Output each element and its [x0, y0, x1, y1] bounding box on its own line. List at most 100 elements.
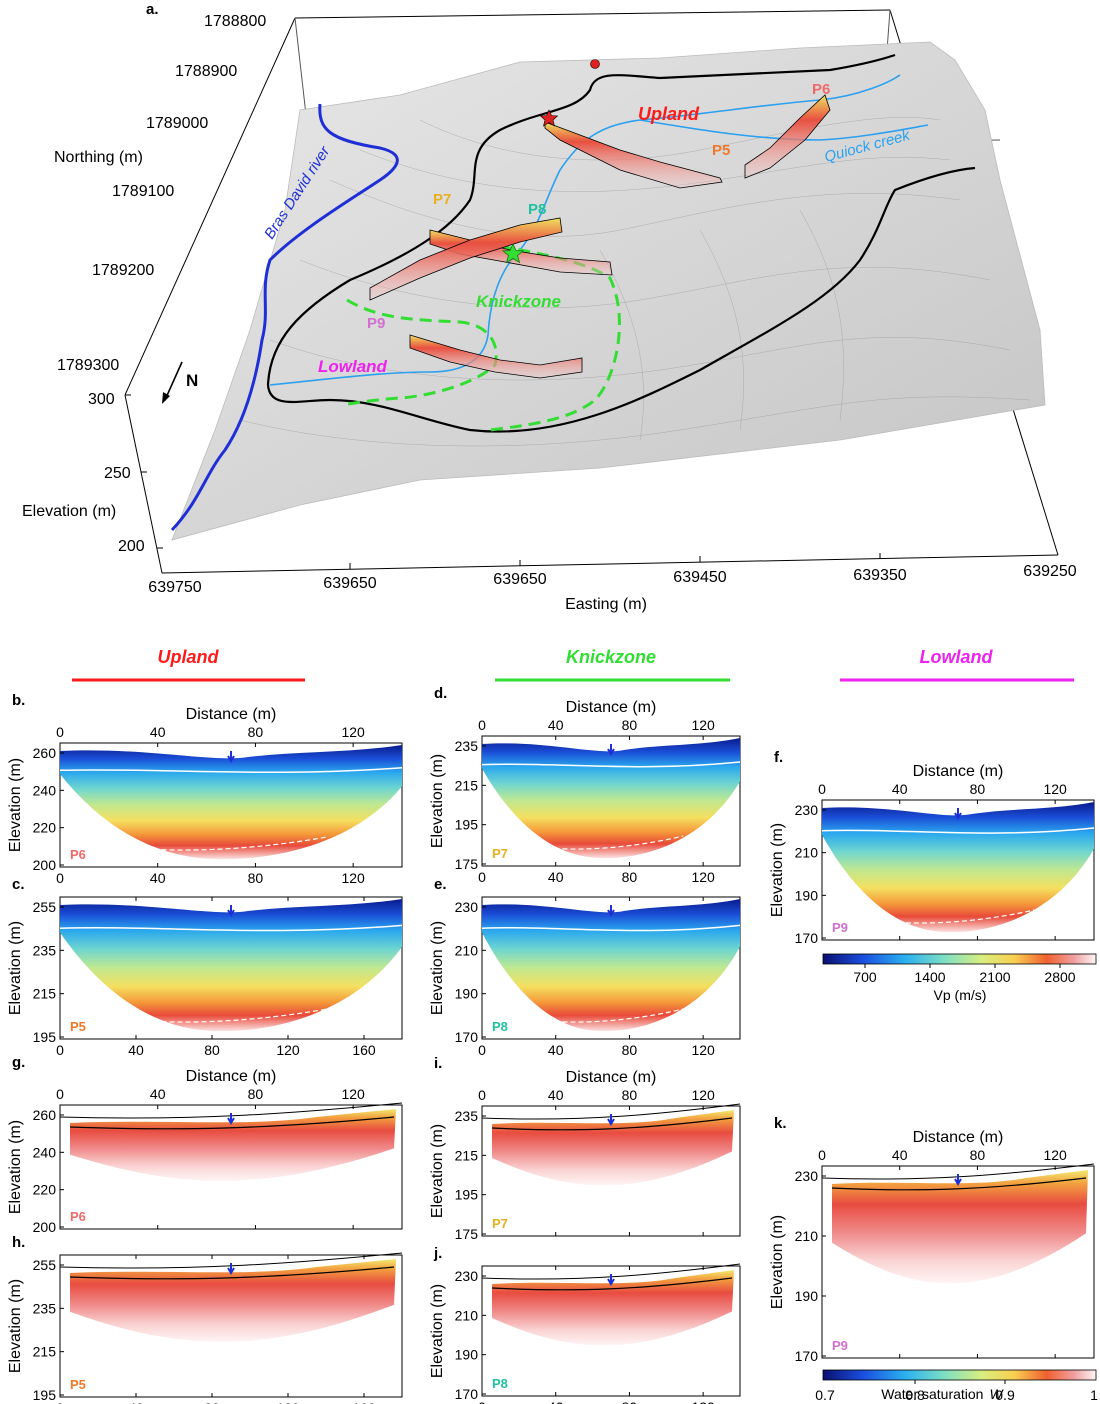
svg-text:195: 195	[33, 1029, 57, 1045]
svg-text:0: 0	[56, 1086, 64, 1102]
profile-label-p7: P7	[433, 191, 451, 208]
svg-text:80: 80	[970, 781, 986, 797]
svg-text:175: 175	[455, 856, 479, 872]
panel-letter-a: a.	[146, 1, 159, 18]
svg-text:120: 120	[1043, 1147, 1067, 1163]
svg-text:0.9: 0.9	[995, 1387, 1015, 1403]
strip-p9	[409, 334, 583, 379]
profile-tag-b: P6	[70, 847, 86, 862]
svg-text:80: 80	[622, 717, 638, 733]
watershed-boundary	[266, 166, 976, 433]
svg-text:235: 235	[455, 1108, 479, 1124]
profile-tag-d: P7	[492, 846, 508, 861]
svg-text:120: 120	[341, 870, 365, 886]
header-upland: Upland	[158, 647, 220, 667]
vp-section-f	[822, 802, 1094, 933]
svg-text:0: 0	[478, 1399, 486, 1404]
svg-text:240: 240	[33, 1144, 57, 1160]
svg-text:N: N	[186, 371, 198, 390]
panel-letter-d: d.	[434, 685, 447, 702]
svg-text:639650: 639650	[323, 575, 376, 592]
yaxis-label-k: Elevation (m)	[769, 1215, 786, 1309]
yaxis-label-j: Elevation (m)	[429, 1284, 446, 1378]
svg-text:700: 700	[853, 969, 877, 985]
svg-text:170: 170	[795, 930, 819, 946]
panel-c: c. P5 0 40 80 120 160 255 235 215 195 Elevation (m)	[7, 876, 403, 1058]
elevation-axis-3d: 300 250 200 Elevation (m)	[22, 391, 163, 555]
svg-text:40: 40	[892, 1147, 908, 1163]
red-dot-marker	[590, 59, 600, 69]
svg-text:255: 255	[33, 899, 57, 915]
svg-text:240: 240	[33, 782, 57, 798]
colorbar-w: 0.7 0.8 0.9 1 Water saturation W	[815, 1369, 1098, 1403]
panel-letter-b: b.	[12, 692, 25, 709]
svg-text:40: 40	[150, 724, 166, 740]
svg-text:190: 190	[795, 1288, 819, 1304]
svg-text:120: 120	[691, 717, 715, 733]
svg-text:120: 120	[691, 1399, 715, 1404]
red-star-marker	[539, 109, 559, 127]
colorbar-vp-label: Vp (m/s)	[934, 987, 987, 1003]
svg-text:200: 200	[33, 857, 57, 873]
channel-arrow-icon	[227, 905, 235, 917]
panel-letter-i: i.	[434, 1055, 442, 1072]
svg-text:235: 235	[33, 942, 57, 958]
profile-tag-f: P9	[832, 920, 848, 935]
green-star-marker	[501, 243, 525, 264]
svg-text:1789300: 1789300	[57, 357, 119, 374]
svg-text:210: 210	[455, 942, 479, 958]
colorbar-w-label: Water saturation W	[881, 1386, 1004, 1402]
svg-text:1789100: 1789100	[112, 183, 174, 200]
svg-text:1: 1	[1090, 1387, 1098, 1403]
svg-text:639350: 639350	[853, 567, 906, 584]
svg-text:170: 170	[795, 1348, 819, 1364]
panel-letter-h: h.	[12, 1234, 25, 1251]
svg-text:120: 120	[691, 1087, 715, 1103]
svg-text:1400: 1400	[914, 969, 945, 985]
svg-text:195: 195	[455, 817, 479, 833]
colorbar-vp: 700 1400 2100 2800 Vp (m/s)	[822, 953, 1097, 1003]
channel-arrow-icon	[954, 1174, 962, 1186]
panel-letter-f: f.	[774, 749, 783, 766]
channel-arrow-icon	[607, 905, 615, 917]
panel-letter-j: j.	[433, 1245, 442, 1262]
yaxis-label-f: Elevation (m)	[769, 823, 786, 917]
svg-text:120: 120	[691, 869, 715, 885]
svg-text:639450: 639450	[673, 569, 726, 586]
svg-text:0.8: 0.8	[905, 1387, 925, 1403]
w-section-h	[70, 1259, 396, 1342]
svg-text:0: 0	[478, 869, 486, 885]
panel-letter-k: k.	[774, 1115, 787, 1132]
svg-text:0: 0	[478, 717, 486, 733]
svg-text:1788900: 1788900	[175, 63, 237, 80]
column-headers: Upland Knickzone Lowland	[72, 647, 1074, 682]
svg-text:40: 40	[548, 1087, 564, 1103]
panel-h: h. P5 0 40 80 120 160 255 235 215 195 Elevation (m)	[7, 1234, 403, 1404]
svg-text:190: 190	[795, 887, 819, 903]
svg-text:80: 80	[622, 1399, 638, 1404]
svg-text:200: 200	[33, 1219, 57, 1235]
svg-text:195: 195	[455, 1187, 479, 1203]
svg-text:1789200: 1789200	[92, 262, 154, 279]
yaxis-label-d: Elevation (m)	[429, 754, 446, 848]
svg-text:170: 170	[455, 1029, 479, 1045]
svg-text:40: 40	[150, 870, 166, 886]
svg-text:80: 80	[204, 1400, 220, 1404]
svg-text:210: 210	[795, 845, 819, 861]
svg-text:639250: 639250	[1023, 563, 1076, 580]
svg-text:1788800: 1788800	[204, 13, 266, 30]
vp-section-c	[60, 899, 402, 1032]
svg-text:80: 80	[248, 724, 264, 740]
svg-text:0: 0	[56, 1042, 64, 1058]
channel-arrow-icon	[227, 1263, 235, 1275]
quiock-creek	[269, 74, 901, 386]
svg-text:190: 190	[455, 1347, 479, 1363]
svg-text:160: 160	[352, 1042, 376, 1058]
svg-text:0: 0	[478, 1087, 486, 1103]
yaxis-label-c: Elevation (m)	[7, 921, 24, 1015]
svg-text:80: 80	[622, 1042, 638, 1058]
svg-text:260: 260	[33, 745, 57, 761]
header-lowland: Lowland	[920, 647, 994, 667]
svg-text:230: 230	[795, 1168, 819, 1184]
